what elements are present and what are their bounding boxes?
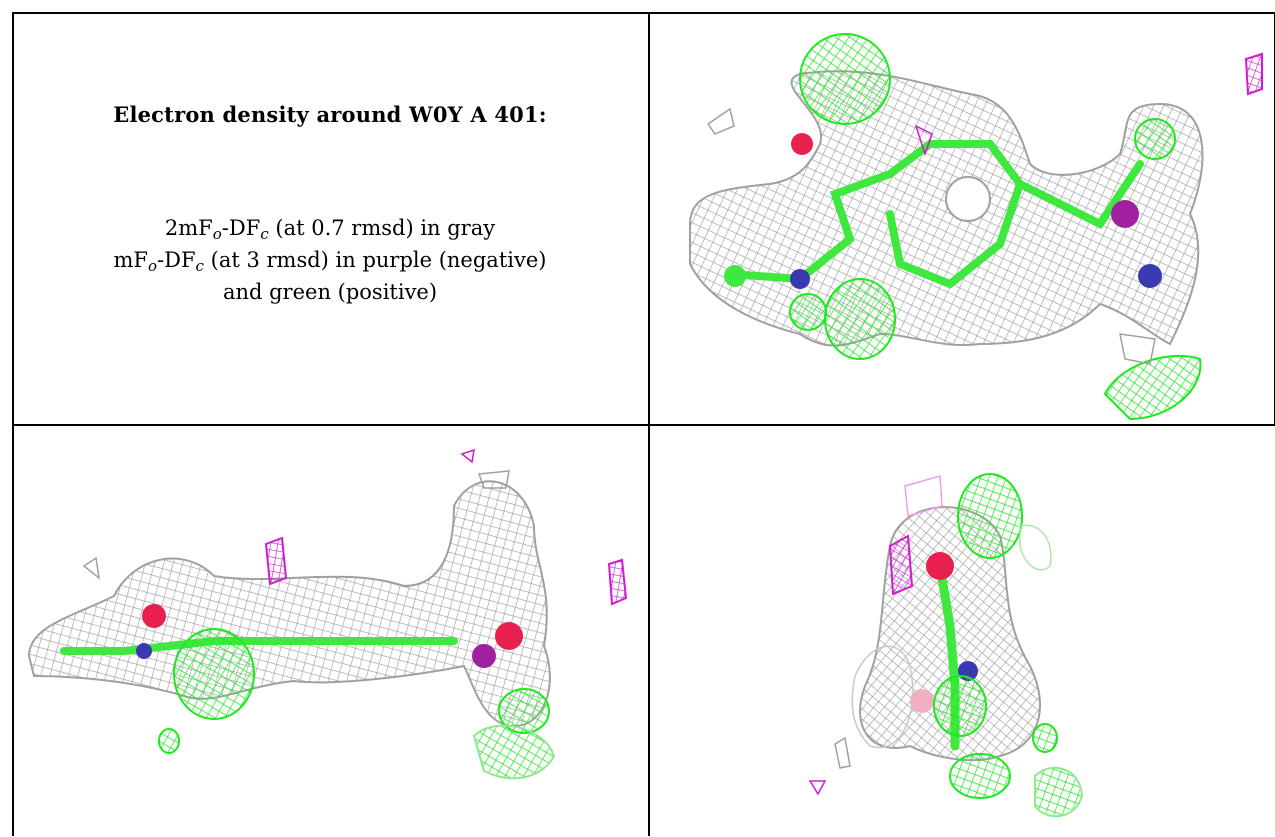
- caption-cell: Electron density around W0Y A 401: 2mFo-…: [12, 12, 648, 424]
- caption-line-1: 2mFo-DFc (at 0.7 rmsd) in gray: [164, 216, 496, 243]
- green-density-blob: [1019, 524, 1052, 571]
- green-density-blob: [824, 278, 896, 360]
- density-view-end-on: [650, 426, 1274, 836]
- small-gray-mesh: [834, 736, 851, 769]
- ligand-model: [60, 637, 458, 655]
- green-density-blob: [799, 33, 891, 125]
- caption-line-3: and green (positive): [222, 280, 438, 304]
- small-gray-mesh: [477, 470, 510, 489]
- green-density-blob: [158, 728, 180, 754]
- green-density-blob: [1103, 354, 1202, 421]
- green-density-blob: [173, 628, 255, 720]
- atoms: [724, 133, 1162, 289]
- green-density-blob: [949, 753, 1011, 799]
- border-mid: [12, 424, 1275, 426]
- caption-title: Electron density around W0Y A 401:: [113, 102, 547, 127]
- green-density-blob: [789, 293, 827, 331]
- faded-gray-mesh: [851, 645, 914, 749]
- purple-density-blob: [904, 475, 943, 517]
- gray-density-mesh: [689, 70, 1204, 347]
- gray-density-mesh: [27, 480, 551, 728]
- green-density-blob: [1032, 723, 1058, 753]
- purple-density-blob: [888, 534, 914, 596]
- ligand-model: [726, 140, 1144, 289]
- caption-line-2: mFo-DFc (at 3 rmsd) in purple (negative): [113, 248, 547, 275]
- green-density-blob: [1034, 766, 1084, 818]
- purple-density-blob: [808, 780, 827, 796]
- purple-density-blob: [1244, 52, 1263, 96]
- small-gray-mesh: [82, 556, 101, 580]
- purple-density-blob: [264, 536, 288, 586]
- small-gray-mesh: [706, 107, 735, 135]
- density-view-edge-on: [14, 426, 648, 836]
- purple-density-blob: [914, 124, 933, 157]
- density-view-face-on: [650, 14, 1274, 424]
- green-density-blob: [957, 473, 1023, 559]
- green-density-blob: [1134, 118, 1176, 160]
- green-density-blob: [933, 675, 987, 737]
- figure-table: Electron density around W0Y A 401: 2mFo-…: [12, 12, 1275, 836]
- border-top: [12, 12, 1275, 14]
- purple-density-blob: [607, 558, 628, 606]
- small-gray-mesh: [1119, 333, 1156, 365]
- purple-density-blob: [460, 448, 475, 464]
- green-density-blob: [472, 724, 556, 780]
